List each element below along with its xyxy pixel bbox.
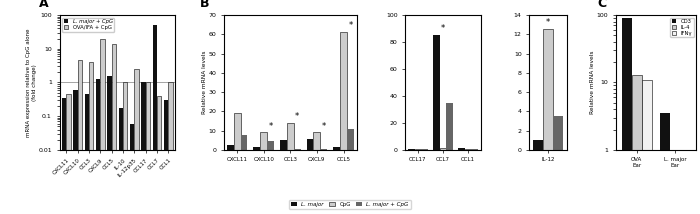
Bar (66, 94, 71, 214)
Bar (157, 96, 161, 214)
Text: *: * (322, 122, 326, 131)
Text: *: * (269, 122, 273, 131)
Bar (433, 35, 440, 150)
Legend: L. major + CpG, OVA/IFA + CpG: L. major + CpG, OVA/IFA + CpG (62, 18, 114, 32)
Bar (680, 150, 690, 214)
Bar (622, 18, 631, 214)
Bar (85, 94, 89, 214)
Text: *: * (546, 18, 550, 28)
Bar (421, 149, 428, 150)
Bar (543, 30, 553, 150)
Bar (234, 113, 241, 150)
Bar (112, 44, 116, 214)
Bar (123, 82, 127, 214)
Text: *: * (349, 21, 353, 30)
Bar (146, 82, 150, 214)
Bar (447, 103, 453, 150)
Bar (119, 108, 123, 214)
Bar (74, 90, 78, 214)
Bar (660, 113, 671, 214)
Bar (78, 60, 82, 214)
Bar (280, 140, 287, 150)
Bar (168, 82, 173, 214)
Bar (260, 132, 267, 150)
Bar (321, 149, 328, 150)
Bar (314, 132, 321, 150)
Bar (340, 32, 347, 150)
Bar (333, 147, 340, 150)
Bar (294, 149, 301, 150)
Bar (671, 150, 680, 214)
Bar (253, 147, 260, 150)
Bar (642, 80, 652, 214)
Y-axis label: Relative mRNA levels: Relative mRNA levels (202, 51, 207, 114)
Text: B: B (200, 0, 209, 10)
Bar (267, 141, 274, 150)
Bar (553, 116, 563, 150)
Bar (62, 98, 66, 214)
Legend: L. major, CpG, L. major + CpG: L. major, CpG, L. major + CpG (289, 200, 411, 209)
Text: *: * (441, 24, 445, 33)
Bar (100, 39, 104, 214)
Bar (533, 140, 543, 150)
Bar (458, 149, 465, 150)
Bar (465, 149, 471, 150)
Bar (89, 62, 93, 214)
Bar (471, 149, 478, 150)
Bar (227, 145, 234, 150)
Text: C: C (598, 0, 607, 10)
Bar (96, 79, 100, 214)
Text: *: * (295, 112, 300, 121)
Bar (130, 123, 134, 214)
Bar (631, 75, 642, 214)
Bar (307, 139, 314, 150)
Legend: CD3, IL-4, IFNγ: CD3, IL-4, IFNγ (670, 18, 694, 37)
Bar (107, 76, 112, 214)
Bar (347, 129, 354, 150)
Text: A: A (38, 0, 48, 10)
Bar (141, 82, 146, 214)
Bar (134, 69, 139, 214)
Bar (287, 123, 294, 150)
Bar (153, 25, 157, 214)
Bar (414, 149, 421, 150)
Bar (408, 149, 414, 150)
Bar (241, 135, 248, 150)
Bar (440, 149, 447, 150)
Y-axis label: mRNA expression relative to CpG alone
(fold change): mRNA expression relative to CpG alone (f… (26, 28, 37, 137)
Bar (164, 100, 168, 214)
Y-axis label: Relative mRNA levels: Relative mRNA levels (590, 51, 595, 114)
